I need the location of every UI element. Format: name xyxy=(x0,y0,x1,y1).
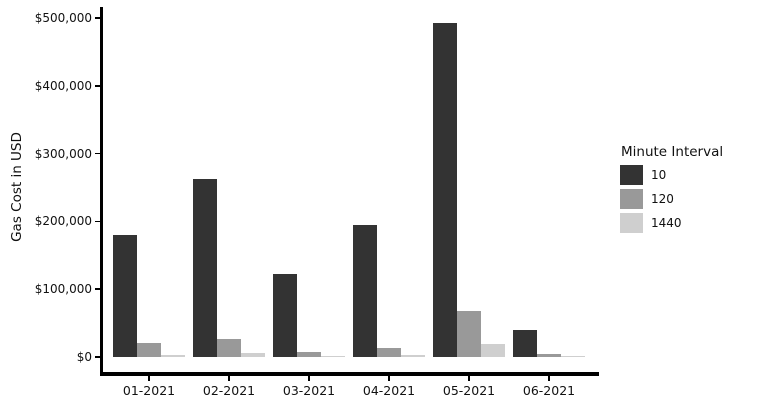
bar-03-2021-1440 xyxy=(321,355,345,357)
bar-01-2021-1440 xyxy=(161,354,185,357)
y-tick-label: $500,000 xyxy=(34,11,92,25)
x-tick-mark xyxy=(148,376,150,381)
x-tick-label: 04-2021 xyxy=(362,383,416,398)
legend: Minute Interval 10 120 1440 xyxy=(620,144,723,237)
bar-01-2021-120 xyxy=(137,342,161,357)
y-tick-mark xyxy=(95,288,101,290)
legend-label: 10 xyxy=(651,168,667,182)
y-tick-mark xyxy=(95,85,101,87)
legend-title: Minute Interval xyxy=(621,144,724,160)
x-tick-mark xyxy=(228,376,230,381)
legend-item-1440: 1440 xyxy=(620,213,723,233)
bar-03-2021-120 xyxy=(297,351,321,357)
bar-02-2021-1440 xyxy=(241,352,265,357)
legend-item-120: 120 xyxy=(620,189,723,209)
legend-label: 1440 xyxy=(651,216,682,230)
y-tick-label: $300,000 xyxy=(34,146,92,161)
bar-02-2021-120 xyxy=(217,339,241,357)
y-tick-label: $100,000 xyxy=(34,282,92,297)
bar-06-2021-10 xyxy=(513,329,537,357)
x-tick-label: 03-2021 xyxy=(282,383,336,398)
bar-01-2021-10 xyxy=(113,234,137,357)
y-tick-mark xyxy=(95,220,101,223)
legend-label: 120 xyxy=(651,192,674,206)
bar-06-2021-1440 xyxy=(561,356,585,357)
y-tick-mark xyxy=(95,356,101,358)
legend-item-10: 10 xyxy=(620,165,723,185)
bar-04-2021-10 xyxy=(353,224,377,357)
x-tick-mark xyxy=(548,376,550,381)
legend-items: 10 120 1440 xyxy=(620,165,723,233)
y-tick-label: $200,000 xyxy=(34,214,92,229)
x-tick-label: 02-2021 xyxy=(202,383,256,398)
x-tick-label: 05-2021 xyxy=(442,383,496,398)
legend-swatch-icon xyxy=(620,165,643,185)
legend-swatch-icon xyxy=(620,189,643,209)
bar-04-2021-1440 xyxy=(401,355,425,357)
x-tick-label: 01-2021 xyxy=(122,383,176,398)
y-tick-mark xyxy=(95,152,101,155)
y-tick-mark xyxy=(95,17,101,19)
x-tick-label: 06-2021 xyxy=(522,383,576,398)
y-tick-label: $0 xyxy=(76,350,92,364)
bar-03-2021-10 xyxy=(273,273,297,357)
bar-05-2021-120 xyxy=(457,310,481,357)
bar-02-2021-10 xyxy=(193,179,217,357)
x-tick-mark xyxy=(468,376,470,381)
y-axis-spine xyxy=(100,7,104,376)
bar-05-2021-1440 xyxy=(481,344,505,357)
legend-swatch-icon xyxy=(620,213,643,233)
bar-06-2021-120 xyxy=(537,354,561,357)
x-axis-spine xyxy=(100,372,599,376)
bar-05-2021-10 xyxy=(433,22,457,357)
bar-04-2021-120 xyxy=(377,347,401,357)
y-tick-label: $400,000 xyxy=(34,78,92,93)
x-tick-mark xyxy=(388,376,390,381)
x-tick-mark xyxy=(308,376,310,381)
